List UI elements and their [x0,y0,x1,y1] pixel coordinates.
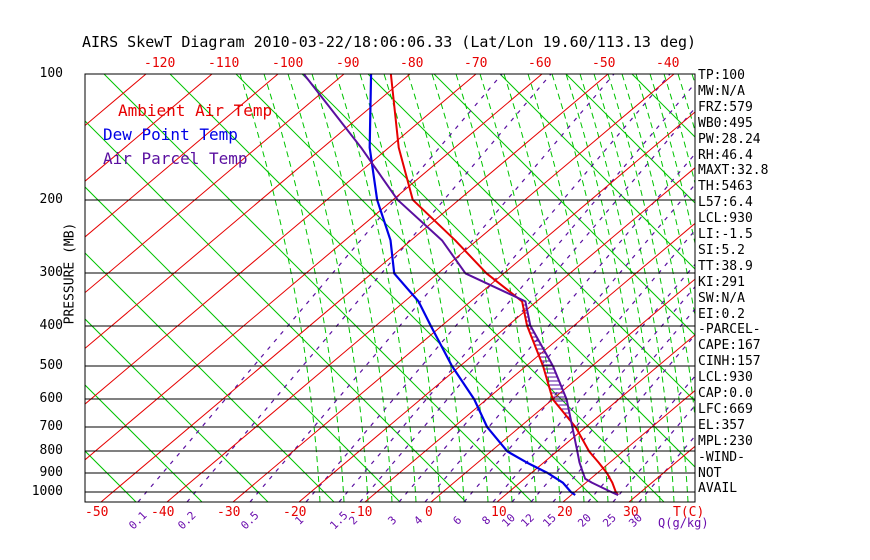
temp-unit-label: T(C) [673,505,705,520]
plot-area [85,74,695,502]
pressure-label: 500 [39,358,63,374]
stats-line: SI:5.2 [698,242,745,258]
legend-dew-point: Dew Point Temp [103,125,238,144]
pressure-label: 300 [39,265,63,281]
pressure-label: 700 [39,419,63,435]
top-temp-label: -80 [400,56,424,71]
stats-line: FRZ:579 [698,99,753,115]
bottom-temp-label: 30 [623,505,639,520]
plot-border [84,73,696,503]
pressure-label: 800 [39,443,63,459]
page-title: AIRS SkewT Diagram 2010-03-22/18:06:06.3… [82,33,697,51]
stats-line: SW:N/A [698,290,745,306]
stats-line: CINH:157 [698,354,761,370]
stats-line: MW:N/A [698,83,745,99]
stats-line: TP:100 [698,68,745,83]
top-temp-label: -40 [656,56,680,71]
stats-line: LFC:669 [698,401,753,417]
top-temp-label: -110 [208,56,240,71]
stats-line: LI:-1.5 [698,227,753,242]
mixing-unit-label: Q(g/kg) [658,516,709,530]
bottom-temp-label: -20 [283,505,307,520]
stats-line: TT:38.9 [698,258,753,274]
legend-ambient-temp: Ambient Air Temp [118,101,273,120]
pressure-axis-title: PRESSURE (MB) [62,222,78,325]
bottom-temp-label: 20 [557,505,573,520]
stats-line: LCL:930 [698,370,753,386]
top-temp-label: -50 [592,56,616,71]
stats-line: RH:46.4 [698,147,753,163]
pressure-label: 100 [39,66,63,81]
stats-line: AVAIL [698,481,738,497]
bottom-temp-label: -40 [151,505,175,520]
stats-line: CAPE:167 [698,338,761,354]
top-temp-label: -90 [336,56,360,71]
stats-line: MPL:230 [698,433,753,449]
stats-line: WB0:495 [698,115,753,131]
stats-line: LCL:930 [698,211,753,227]
stats-line: EL:357 [698,417,745,433]
bottom-temp-label: 0 [425,505,433,520]
bottom-temp-label: -10 [349,505,373,520]
stats-line: EI:0.2 [698,306,745,322]
stats-line: MAXT:32.8 [698,163,769,179]
stats-line: KI:291 [698,274,745,290]
pressure-label: 1000 [31,483,63,499]
top-temp-label: -120 [144,56,176,71]
stats-line: L57:6.4 [698,195,753,211]
stats-line: -PARCEL- [698,322,761,338]
legend-air-parcel: Air Parcel Temp [103,149,248,168]
stats-line: -WIND- [698,449,745,465]
top-temp-label: -60 [528,56,552,71]
pressure-label: 900 [39,464,63,480]
pressure-label: 200 [39,191,63,207]
bottom-temp-label: 10 [491,505,507,520]
stats-line: NOT [698,465,722,481]
pressure-label: 400 [39,317,63,333]
top-temp-label: -100 [272,56,304,71]
top-temp-label: -70 [464,56,488,71]
stats-line: TH:5463 [698,179,753,195]
bottom-temp-label: -30 [217,505,241,520]
pressure-label: 600 [39,391,63,407]
stats-line: CAP:0.0 [698,386,753,401]
stats-line: PW:28.24 [698,131,761,147]
bottom-temp-label: -50 [85,505,109,520]
